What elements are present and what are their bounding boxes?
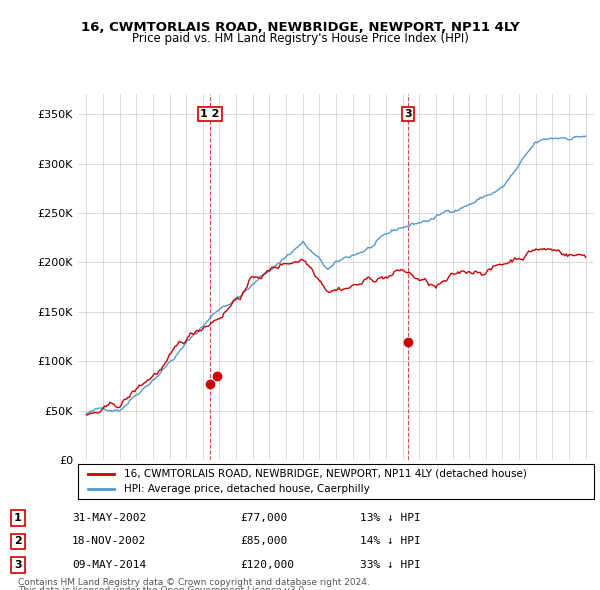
Text: 2: 2 [14, 536, 22, 546]
Text: 3: 3 [404, 109, 412, 119]
Text: 1: 1 [14, 513, 22, 523]
Text: 31-MAY-2002: 31-MAY-2002 [72, 513, 146, 523]
Text: This data is licensed under the Open Government Licence v3.0.: This data is licensed under the Open Gov… [18, 586, 307, 590]
Text: 16, CWMTORLAIS ROAD, NEWBRIDGE, NEWPORT, NP11 4LY: 16, CWMTORLAIS ROAD, NEWBRIDGE, NEWPORT,… [80, 21, 520, 34]
Text: 16, CWMTORLAIS ROAD, NEWBRIDGE, NEWPORT, NP11 4LY (detached house): 16, CWMTORLAIS ROAD, NEWBRIDGE, NEWPORT,… [124, 469, 527, 479]
Text: HPI: Average price, detached house, Caerphilly: HPI: Average price, detached house, Caer… [124, 484, 370, 494]
Text: 3: 3 [14, 560, 22, 570]
Text: £77,000: £77,000 [240, 513, 287, 523]
Text: 14% ↓ HPI: 14% ↓ HPI [360, 536, 421, 546]
Text: 33% ↓ HPI: 33% ↓ HPI [360, 560, 421, 570]
Text: Price paid vs. HM Land Registry's House Price Index (HPI): Price paid vs. HM Land Registry's House … [131, 32, 469, 45]
Text: 13% ↓ HPI: 13% ↓ HPI [360, 513, 421, 523]
Text: Contains HM Land Registry data © Crown copyright and database right 2024.: Contains HM Land Registry data © Crown c… [18, 578, 370, 587]
Text: £85,000: £85,000 [240, 536, 287, 546]
Text: £120,000: £120,000 [240, 560, 294, 570]
Text: 18-NOV-2002: 18-NOV-2002 [72, 536, 146, 546]
Text: 1 2: 1 2 [200, 109, 220, 119]
Text: 09-MAY-2014: 09-MAY-2014 [72, 560, 146, 570]
